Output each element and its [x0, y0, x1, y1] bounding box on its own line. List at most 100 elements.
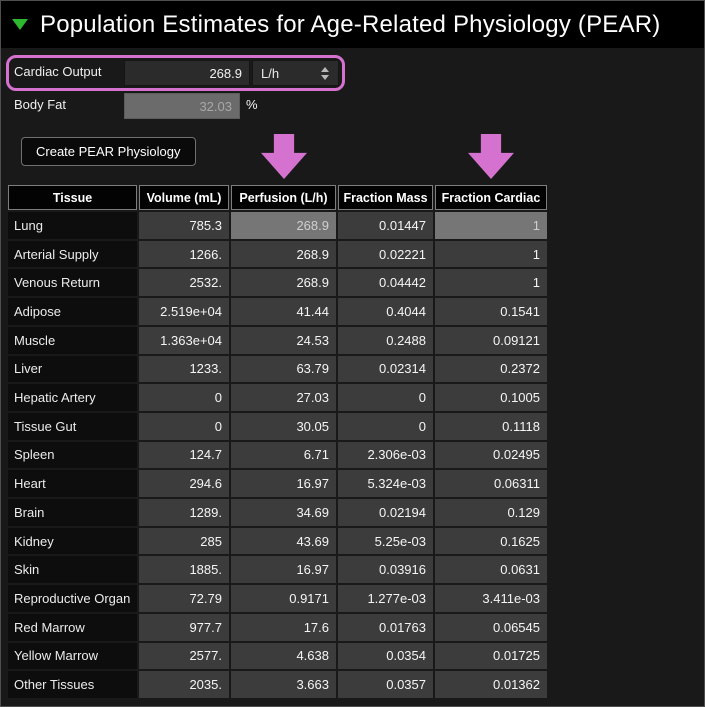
table-cell[interactable]: 0.02495: [435, 441, 547, 469]
tissue-label: Liver: [8, 355, 137, 383]
column-header-perfusion: Perfusion (L/h): [231, 185, 336, 210]
table-cell[interactable]: 0.0354: [338, 642, 433, 670]
table-cell[interactable]: 0: [139, 412, 229, 440]
table-cell[interactable]: 0.03916: [338, 556, 433, 584]
table-cell[interactable]: 0: [338, 412, 433, 440]
table-cell[interactable]: 0.02314: [338, 355, 433, 383]
table-cell[interactable]: 4.638: [231, 642, 336, 670]
table-cell[interactable]: 6.71: [231, 441, 336, 469]
tissue-label: Arterial Supply: [8, 240, 137, 268]
table-cell[interactable]: 1.277e-03: [338, 585, 433, 612]
table-cell[interactable]: 2.519e+04: [139, 298, 229, 325]
table-cell[interactable]: 0.06311: [435, 470, 547, 498]
table-cell[interactable]: 0.01725: [435, 642, 547, 670]
table-cell[interactable]: 0.0357: [338, 671, 433, 698]
table-cell[interactable]: 785.3: [139, 212, 229, 239]
table-cell[interactable]: 3.411e-03: [435, 585, 547, 612]
table-cell[interactable]: 41.44: [231, 298, 336, 325]
table-cell[interactable]: 2035.: [139, 671, 229, 698]
table-cell[interactable]: 3.663: [231, 671, 336, 698]
body-fat-label: Body Fat: [14, 97, 67, 112]
table-cell[interactable]: 1: [435, 240, 547, 268]
cardiac-output-label: Cardiac Output: [14, 64, 102, 79]
table-cell[interactable]: 0.06545: [435, 613, 547, 641]
tissue-label: Other Tissues: [8, 671, 137, 698]
table-cell[interactable]: 268.9: [231, 240, 336, 268]
table-cell[interactable]: 0.1005: [435, 384, 547, 411]
table-cell[interactable]: 0.1118: [435, 412, 547, 440]
tissue-table-header: Tissue Volume (mL) Perfusion (L/h) Fract…: [8, 185, 547, 210]
table-cell[interactable]: 17.6: [231, 613, 336, 641]
table-cell[interactable]: 0.09121: [435, 326, 547, 354]
table-cell[interactable]: 27.03: [231, 384, 336, 411]
table-cell[interactable]: 0.129: [435, 499, 547, 526]
tissue-table-body: Lung 785.3 268.9 0.01447 1 Arterial Supply 126…: [8, 212, 547, 698]
create-pear-physiology-button[interactable]: Create PEAR Physiology: [21, 137, 196, 166]
column-header-fraction-cardiac: Fraction Cardiac: [435, 185, 547, 210]
table-cell: 1: [435, 212, 547, 239]
table-cell[interactable]: 0.1541: [435, 298, 547, 325]
table-cell[interactable]: 5.324e-03: [338, 470, 433, 498]
table-cell[interactable]: 16.97: [231, 470, 336, 498]
table-cell[interactable]: 0: [338, 384, 433, 411]
tissue-label: Adipose: [8, 298, 137, 325]
table-cell[interactable]: 0.01447: [338, 212, 433, 239]
table-cell[interactable]: 1.363e+04: [139, 326, 229, 354]
cardiac-output-input[interactable]: [124, 60, 250, 86]
column-header-tissue: Tissue: [8, 185, 137, 210]
tissue-label: Tissue Gut: [8, 412, 137, 440]
cardiac-output-unit-select[interactable]: L/h: [252, 60, 339, 86]
table-cell[interactable]: 0.1625: [435, 527, 547, 555]
tissue-label: Hepatic Artery: [8, 384, 137, 411]
table-cell[interactable]: 34.69: [231, 499, 336, 526]
body-fat-input: [124, 93, 240, 119]
table-cell[interactable]: 2.306e-03: [338, 441, 433, 469]
table-cell[interactable]: 72.79: [139, 585, 229, 612]
tissue-label: Brain: [8, 499, 137, 526]
tissue-label: Spleen: [8, 441, 137, 469]
table-cell: 268.9: [231, 212, 336, 239]
table-cell[interactable]: 124.7: [139, 441, 229, 469]
spin-down-icon[interactable]: [321, 74, 329, 80]
table-cell[interactable]: 0.4044: [338, 298, 433, 325]
table-cell[interactable]: 1289.: [139, 499, 229, 526]
annotation-arrow-down-perfusion-icon: [261, 134, 307, 179]
tissue-label: Heart: [8, 470, 137, 498]
table-cell[interactable]: 0.01362: [435, 671, 547, 698]
table-cell[interactable]: 0.2372: [435, 355, 547, 383]
table-cell[interactable]: 0.02194: [338, 499, 433, 526]
table-cell[interactable]: 268.9: [231, 269, 336, 297]
tissue-label: Lung: [8, 212, 137, 239]
table-cell[interactable]: 294.6: [139, 470, 229, 498]
table-cell[interactable]: 2577.: [139, 642, 229, 670]
table-cell[interactable]: 0.0631: [435, 556, 547, 584]
table-cell[interactable]: 1233.: [139, 355, 229, 383]
tissue-label: Skin: [8, 556, 137, 584]
table-cell[interactable]: 0.2488: [338, 326, 433, 354]
table-cell[interactable]: 5.25e-03: [338, 527, 433, 555]
table-cell[interactable]: 1: [435, 269, 547, 297]
table-cell[interactable]: 0.04442: [338, 269, 433, 297]
table-cell[interactable]: 0.01763: [338, 613, 433, 641]
table-cell[interactable]: 0: [139, 384, 229, 411]
panel-titlebar: Population Estimates for Age-Related Phy…: [1, 1, 704, 48]
table-cell[interactable]: 1266.: [139, 240, 229, 268]
table-cell[interactable]: 43.69: [231, 527, 336, 555]
table-cell[interactable]: 0.9171: [231, 585, 336, 612]
table-cell[interactable]: 63.79: [231, 355, 336, 383]
table-cell[interactable]: 30.05: [231, 412, 336, 440]
table-cell[interactable]: 0.02221: [338, 240, 433, 268]
column-header-volume: Volume (mL): [139, 185, 229, 210]
spinner-updown-icon[interactable]: [321, 66, 329, 80]
collapse-triangle-icon[interactable]: [12, 19, 28, 30]
table-cell[interactable]: 1885.: [139, 556, 229, 584]
tissue-label: Red Marrow: [8, 613, 137, 641]
table-cell[interactable]: 2532.: [139, 269, 229, 297]
table-cell[interactable]: 285: [139, 527, 229, 555]
table-cell[interactable]: 977.7: [139, 613, 229, 641]
tissue-label: Reproductive Organ: [8, 585, 137, 612]
table-cell[interactable]: 24.53: [231, 326, 336, 354]
spin-up-icon[interactable]: [321, 66, 329, 72]
table-cell[interactable]: 16.97: [231, 556, 336, 584]
